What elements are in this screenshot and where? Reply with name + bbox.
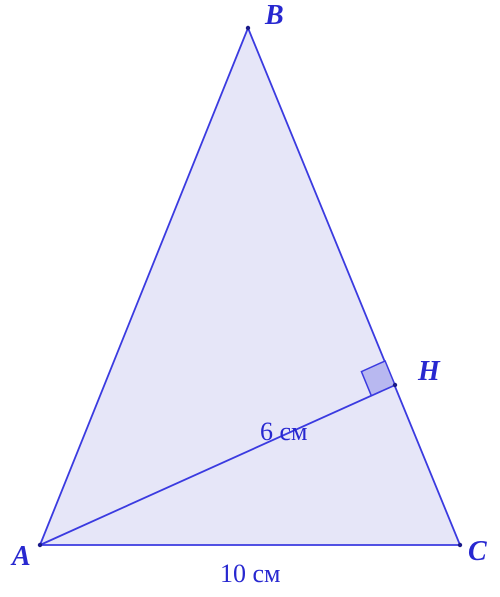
triangle-abc [40, 28, 460, 545]
vertex-b-label: B [264, 0, 284, 31]
vertex-c-label: C [468, 536, 487, 567]
vertex-h-label: H [417, 356, 441, 387]
vertex-a-dot [38, 543, 42, 547]
vertex-h-dot [393, 383, 397, 387]
vertex-b-dot [246, 26, 250, 30]
vertex-a-label: A [10, 541, 31, 572]
vertex-c-dot [458, 543, 462, 547]
edge-label-ah: 6 см [260, 417, 308, 446]
geometry-diagram: A B C H 6 см 10 см [0, 0, 500, 597]
edge-label-ac: 10 см [220, 559, 281, 588]
